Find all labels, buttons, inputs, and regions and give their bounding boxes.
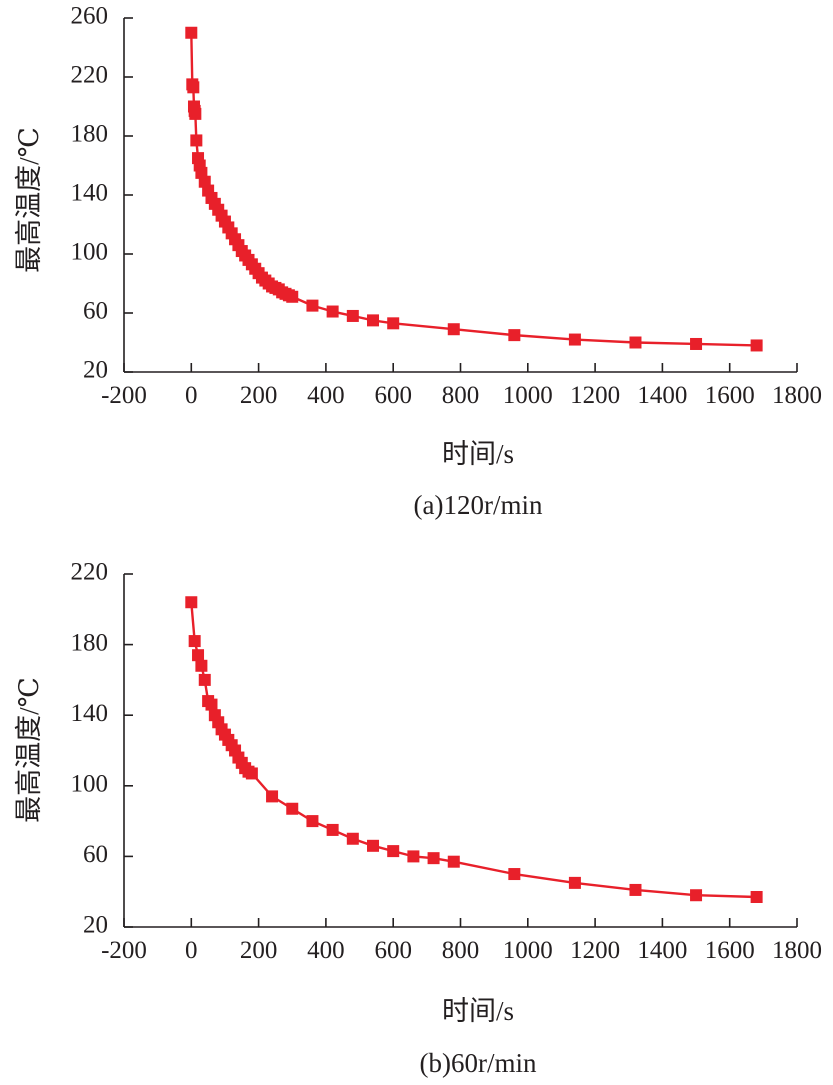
chart-a-data-point (286, 290, 299, 303)
chart-a-x-tick-label: 600 (374, 382, 412, 409)
chart-b-data-point (447, 855, 460, 868)
chart-a-data-point (346, 309, 359, 322)
chart-a-xlabel: 时间/s (442, 439, 514, 469)
chart-b-data-point (568, 876, 581, 889)
chart-a-data-point (190, 134, 203, 147)
chart-a-x-tick-label: 1600 (705, 382, 755, 409)
chart-a: 最高温度/℃ 时间/s (a)120r/min 20 60 100 140 180 220… (14, 3, 822, 520)
chart-a-data-point (306, 299, 319, 312)
chart-b-y-tick-label: 180 (71, 629, 109, 656)
chart-a-data-point (629, 336, 642, 349)
chart-a-x-tick-label: 1200 (570, 382, 620, 409)
chart-b-data-point (508, 868, 521, 881)
chart-a-x-tick-label: 1800 (772, 382, 822, 409)
chart-a-y-tick-label: 180 (71, 121, 109, 148)
chart-b-data-point (245, 767, 258, 780)
chart-a-x-tick-label: 200 (240, 382, 278, 409)
chart-b-data-point (266, 790, 279, 803)
chart-b-x-tick-label: 200 (240, 937, 278, 964)
chart-b-data-point (326, 823, 339, 836)
chart-a-data-point (189, 107, 202, 120)
chart-b-data-point (750, 890, 763, 903)
chart-b-data-point (195, 659, 208, 672)
chart-a-x-tick-label: 1000 (503, 382, 553, 409)
chart-b-x-tick-label: 1000 (503, 937, 553, 964)
chart-a-y-tick-label: 140 (71, 180, 109, 207)
chart-a-caption: (a)120r/min (414, 490, 543, 520)
chart-b-x-tick-label: 1800 (772, 937, 822, 964)
chart-b-data-point (690, 889, 703, 902)
chart-b-data-point (185, 596, 198, 609)
chart-a-data-point (185, 26, 198, 39)
chart-b-caption: (b)60r/min (420, 1048, 537, 1078)
chart-b-y-tick-label: 60 (83, 841, 108, 868)
chart-b-data-point (286, 802, 299, 815)
chart-a-x-tick-label: 1400 (637, 382, 687, 409)
chart-a-y-tick-label: 100 (71, 239, 109, 266)
chart-b-series-line (190, 602, 757, 899)
chart-b-x-tick-label: 0 (185, 937, 198, 964)
chart-a-ylabel: 最高温度/℃ (14, 127, 44, 273)
chart-b-data-point (192, 649, 205, 662)
chart-a-series-line (190, 32, 757, 347)
chart-a-data-point (387, 317, 400, 330)
chart-a-data-point (508, 329, 521, 342)
chart-b-y-tick-label: 100 (71, 771, 109, 798)
chart-a-data-point (447, 323, 460, 336)
chart-b-data-point (188, 635, 201, 648)
chart-a-x-tick-label: 400 (307, 382, 345, 409)
chart-a-data-point (690, 337, 703, 350)
chart-b-data-point (367, 839, 380, 852)
chart-a-y-tick-label: 20 (83, 357, 108, 384)
chart-b-x-tick-label: 1400 (637, 937, 687, 964)
chart-b-y-tick-label: 140 (71, 700, 109, 727)
chart-b-data-point (427, 852, 440, 865)
chart-b-data-point (306, 815, 319, 828)
chart-b-data-point (387, 845, 400, 858)
chart-a-x-tick-label: 800 (442, 382, 480, 409)
chart-b-data-point (198, 673, 211, 686)
chart-b-data-point (205, 698, 218, 711)
chart-a-y-tick-label: 220 (71, 62, 109, 89)
chart-b-y-tick-label: 220 (71, 559, 109, 586)
chart-b-xlabel: 时间/s (442, 996, 514, 1026)
chart-b-x-tick-label: -200 (101, 937, 147, 964)
chart-b: 最高温度/℃ 时间/s (b)60r/min 20 60 100 140 180 220 -… (14, 559, 822, 1078)
chart-a-x-tick-label: -200 (101, 382, 147, 409)
chart-a-data-point (326, 305, 339, 318)
chart-b-y-tick-label: 20 (83, 912, 108, 939)
chart-b-x-tick-label: 1200 (570, 937, 620, 964)
chart-a-y-tick-label: 260 (71, 3, 109, 30)
chart-a-data-point (750, 339, 763, 352)
chart-a-y-tick-label: 60 (83, 298, 108, 325)
chart-b-data-point (346, 832, 359, 845)
chart-b-x-tick-label: 600 (374, 937, 412, 964)
chart-b-x-tick-label: 800 (442, 937, 480, 964)
chart-b-ylabel: 最高温度/℃ (14, 677, 44, 823)
chart-a-x-tick-label: 0 (185, 382, 198, 409)
chart-b-data-point (629, 883, 642, 896)
chart-b-x-tick-label: 400 (307, 937, 345, 964)
chart-b-x-tick-label: 1600 (705, 937, 755, 964)
chart-a-data-point (568, 333, 581, 346)
chart-a-data-point (187, 81, 200, 94)
chart-b-data-point (407, 850, 420, 863)
chart-a-data-point (367, 314, 380, 327)
